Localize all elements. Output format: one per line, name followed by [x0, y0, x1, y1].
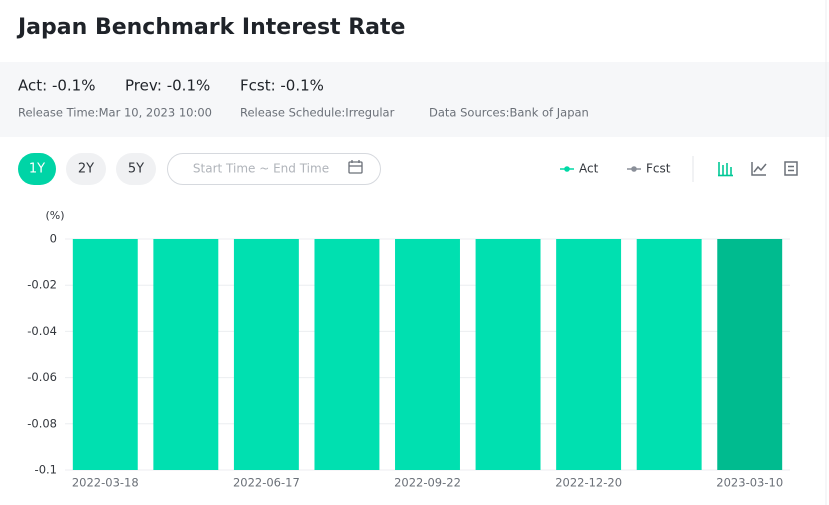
range-label[interactable]: 5Y — [128, 162, 144, 177]
legend-label[interactable]: Fcst — [646, 162, 671, 176]
x-tick-label: 2022-03-18 — [72, 476, 139, 490]
calendar-icon[interactable] — [348, 160, 363, 174]
y-tick-label: -0.02 — [27, 278, 57, 292]
y-tick-label: -0.1 — [35, 463, 57, 477]
date-placeholder[interactable]: Start Time ~ End Time — [193, 162, 329, 176]
detail: Data Sources:Bank of Japan — [429, 106, 589, 120]
detail: Release Time:Mar 10, 2023 10:00 — [18, 106, 212, 120]
range-label[interactable]: 2Y — [78, 162, 94, 177]
x-tick-label: 2023-03-10 — [716, 476, 783, 490]
bar — [717, 239, 783, 470]
y-tick-label: -0.04 — [27, 324, 57, 338]
bar — [314, 239, 380, 470]
x-tick-label: 2022-06-17 — [233, 476, 300, 490]
stat: Prev: -0.1% — [125, 77, 210, 95]
stat: Act: -0.1% — [18, 77, 95, 95]
stat: Fcst: -0.1% — [240, 77, 324, 95]
bar-view-icon[interactable] — [718, 162, 733, 177]
y-tick-label: -0.06 — [27, 370, 57, 384]
info-panel — [0, 62, 829, 137]
legend-dot[interactable] — [564, 166, 570, 172]
range-label[interactable]: 1Y — [29, 162, 45, 177]
bar — [72, 239, 138, 470]
detail: Release Schedule:Irregular — [240, 106, 395, 120]
x-tick-label: 2022-09-22 — [394, 476, 461, 490]
legend-dot[interactable] — [631, 166, 637, 172]
line-view-icon[interactable] — [751, 162, 767, 176]
date-input[interactable] — [167, 153, 381, 185]
title: Japan Benchmark Interest Rate — [16, 15, 405, 40]
y-tick-label: 0 — [50, 232, 57, 246]
bar — [636, 239, 702, 470]
y-tick-label: -0.08 — [27, 416, 57, 430]
range-button[interactable] — [18, 153, 56, 185]
bar — [153, 239, 219, 470]
bar — [475, 239, 541, 470]
y-unit: (%) — [45, 209, 64, 222]
range-button[interactable] — [116, 153, 156, 185]
bar — [556, 239, 622, 470]
table-view-icon[interactable] — [784, 161, 798, 176]
legend-label[interactable]: Act — [579, 162, 599, 176]
x-tick-label: 2022-12-20 — [555, 476, 622, 490]
bar — [233, 239, 299, 470]
bar — [395, 239, 460, 470]
range-button[interactable] — [66, 153, 106, 185]
